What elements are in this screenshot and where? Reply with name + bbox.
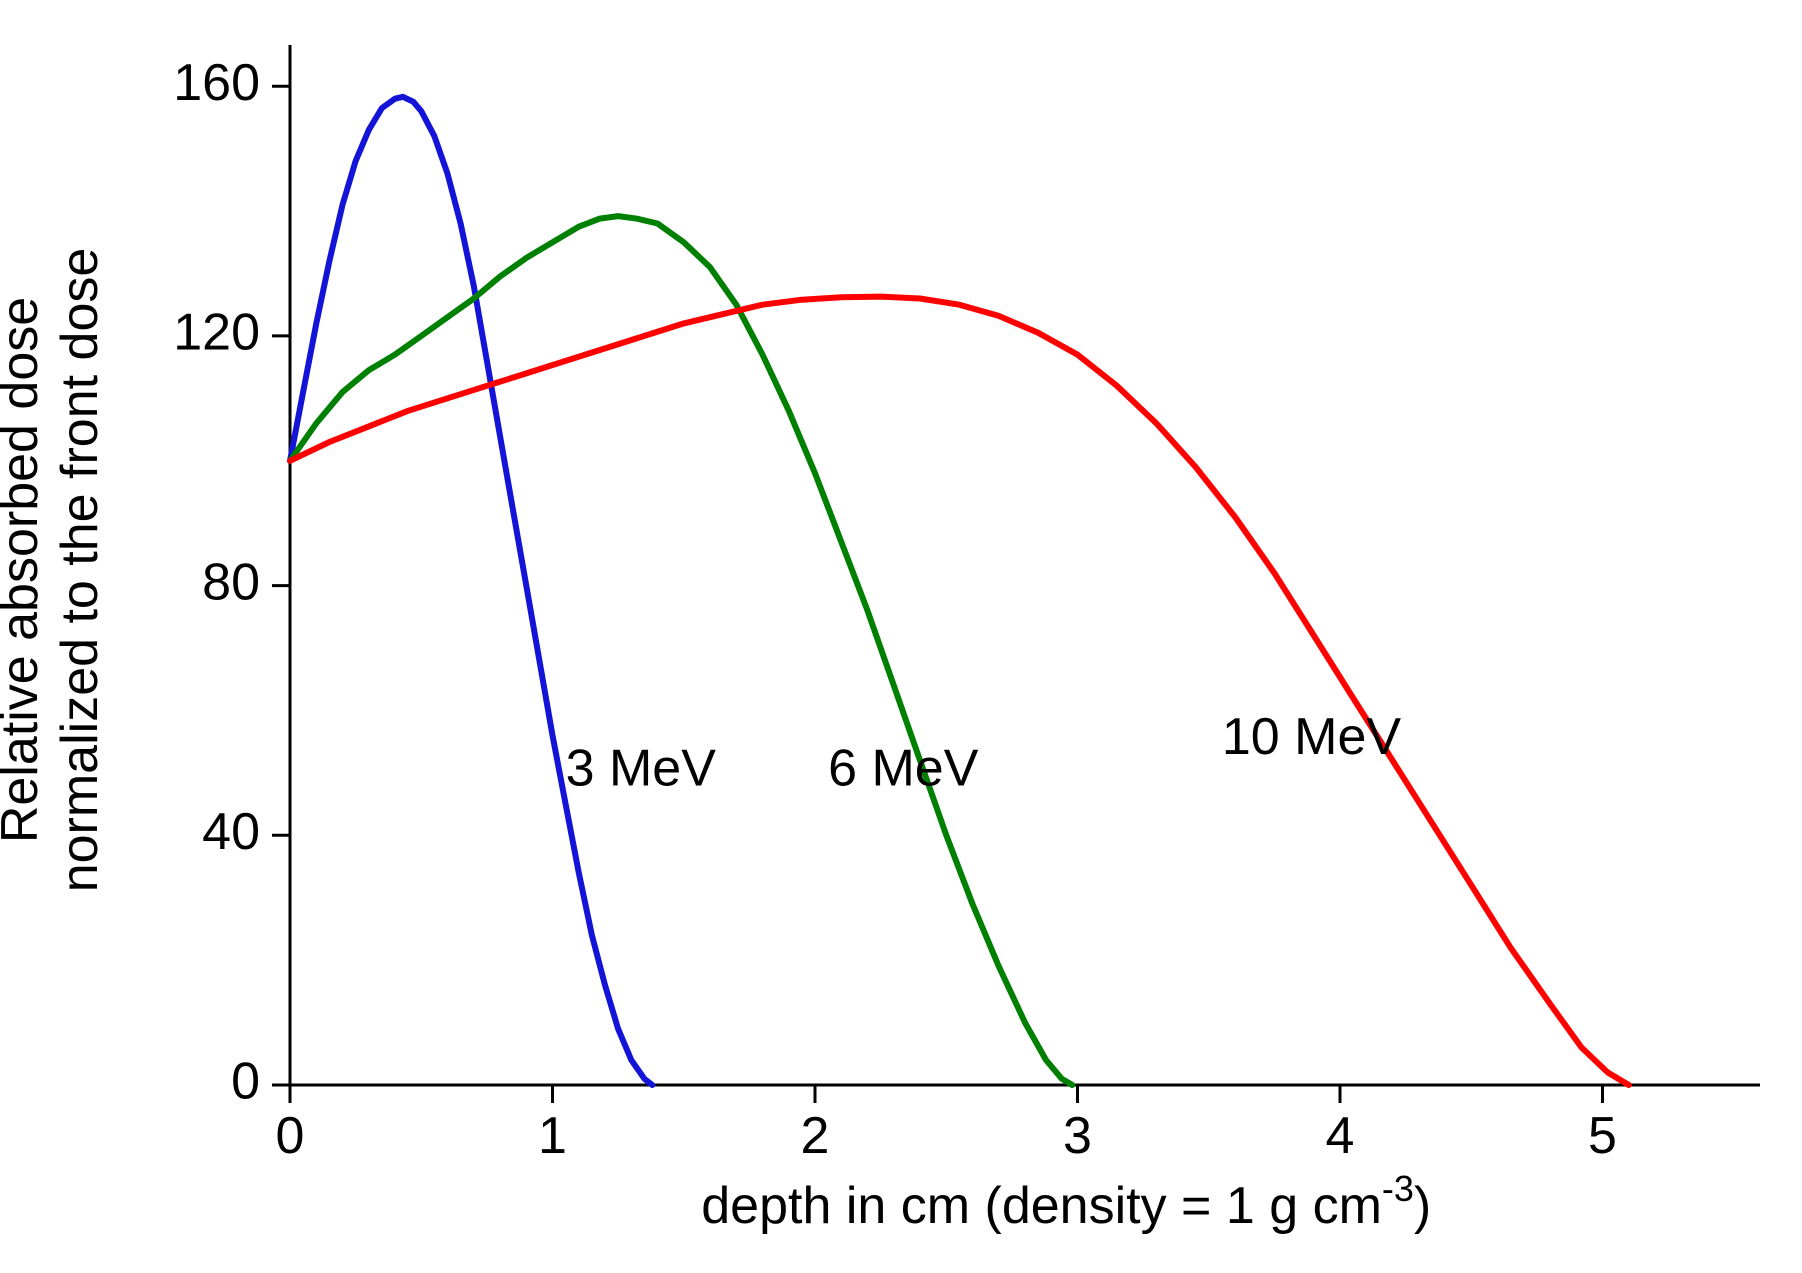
x-tick-label: 3 <box>1063 1107 1092 1165</box>
series-label: 10 MeV <box>1222 708 1402 766</box>
x-axis-label: depth in cm (density = 1 g cm-3) <box>701 1168 1431 1235</box>
x-tick-label: 5 <box>1588 1107 1617 1165</box>
y-tick-label: 40 <box>202 803 260 861</box>
x-tick-label: 1 <box>538 1107 567 1165</box>
y-tick-label: 0 <box>231 1053 260 1111</box>
svg-text:normalized to the front dose: normalized to the front dose <box>51 248 109 893</box>
x-tick-label: 4 <box>1326 1107 1355 1165</box>
chart-svg: 0 40 80 120 160 0 1 2 3 4 5 3 MeV 6 MeV 10 MeV depth i… <box>0 0 1802 1273</box>
svg-text:Relative absorbed dose: Relative absorbed dose <box>0 297 49 843</box>
x-tick-label: 2 <box>801 1107 830 1165</box>
y-tick-label: 120 <box>173 304 260 362</box>
y-axis-label: Relative absorbed dosenormalized to the … <box>0 248 109 893</box>
depth-dose-chart: 0 40 80 120 160 0 1 2 3 4 5 3 MeV 6 MeV 10 MeV depth i… <box>0 0 1802 1273</box>
series-label: 3 MeV <box>566 739 717 797</box>
x-tick-label: 0 <box>276 1107 305 1165</box>
series-label: 6 MeV <box>828 739 979 797</box>
y-tick-label: 80 <box>202 553 260 611</box>
y-tick-label: 160 <box>173 54 260 112</box>
